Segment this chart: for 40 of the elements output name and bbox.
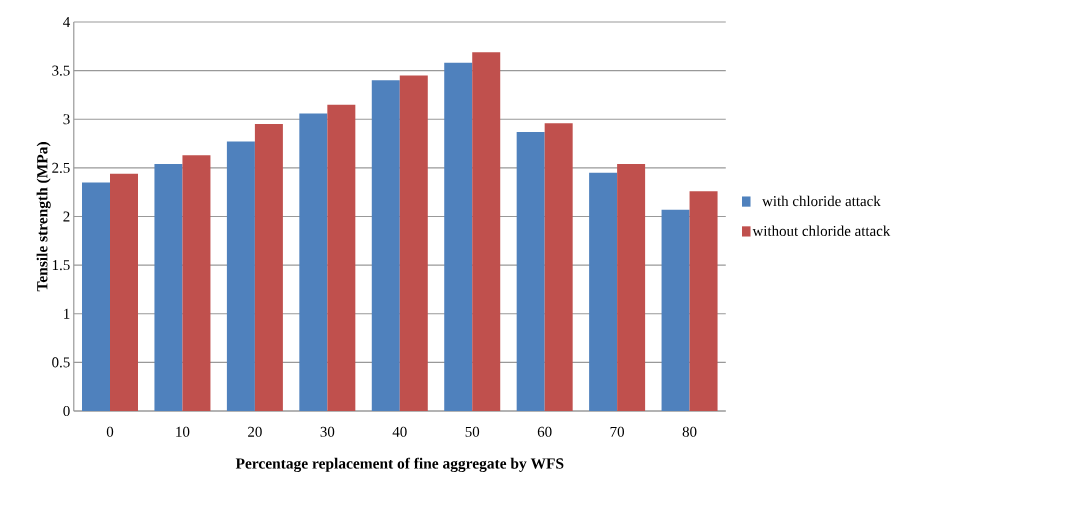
y-tick-label: 2.5 — [52, 162, 70, 173]
y-tick-label: 1 — [64, 308, 70, 319]
x-tick-label: 40 — [392, 426, 407, 437]
bar — [327, 104, 356, 411]
bar — [371, 80, 400, 411]
bar — [299, 113, 328, 411]
bar — [444, 62, 473, 411]
bar — [82, 182, 110, 411]
x-tick-label: 70 — [610, 426, 625, 437]
bar — [254, 124, 283, 411]
x-tick-label: 0 — [106, 426, 114, 437]
y-tick-label: 0 — [63, 405, 70, 417]
x-tick-label: 60 — [537, 426, 552, 437]
x-axis-title: Percentage replacement of fine aggregate by WFS — [235, 457, 564, 472]
bar — [689, 191, 718, 411]
bar — [110, 173, 138, 411]
y-tick-label: 3 — [63, 114, 70, 125]
bar — [154, 163, 183, 411]
bar — [544, 123, 573, 411]
legend-label: without chloride attack — [752, 225, 891, 236]
x-tick-label: 80 — [682, 426, 697, 437]
y-tick-label: 3.5 — [52, 65, 70, 76]
y-tick-label: 4 — [63, 17, 71, 27]
bar — [661, 209, 690, 411]
bar — [516, 131, 545, 411]
y-tick-label: 1.5 — [52, 260, 70, 271]
bar — [589, 172, 618, 411]
legend-label: with chloride attack — [762, 195, 881, 207]
x-tick-label: 20 — [248, 426, 262, 437]
x-tick-label: 30 — [320, 426, 335, 437]
y-tick-label: 2 — [63, 211, 70, 222]
bar — [472, 52, 501, 411]
y-tick-label: 0.5 — [52, 357, 70, 368]
bar — [182, 155, 211, 411]
y-axis-title: Tensile strength (MPa) — [36, 142, 51, 292]
x-tick-label: 10 — [176, 426, 190, 437]
bar — [226, 141, 255, 411]
x-tick-label: 50 — [465, 426, 480, 437]
bar — [617, 163, 646, 411]
bar — [399, 75, 428, 411]
